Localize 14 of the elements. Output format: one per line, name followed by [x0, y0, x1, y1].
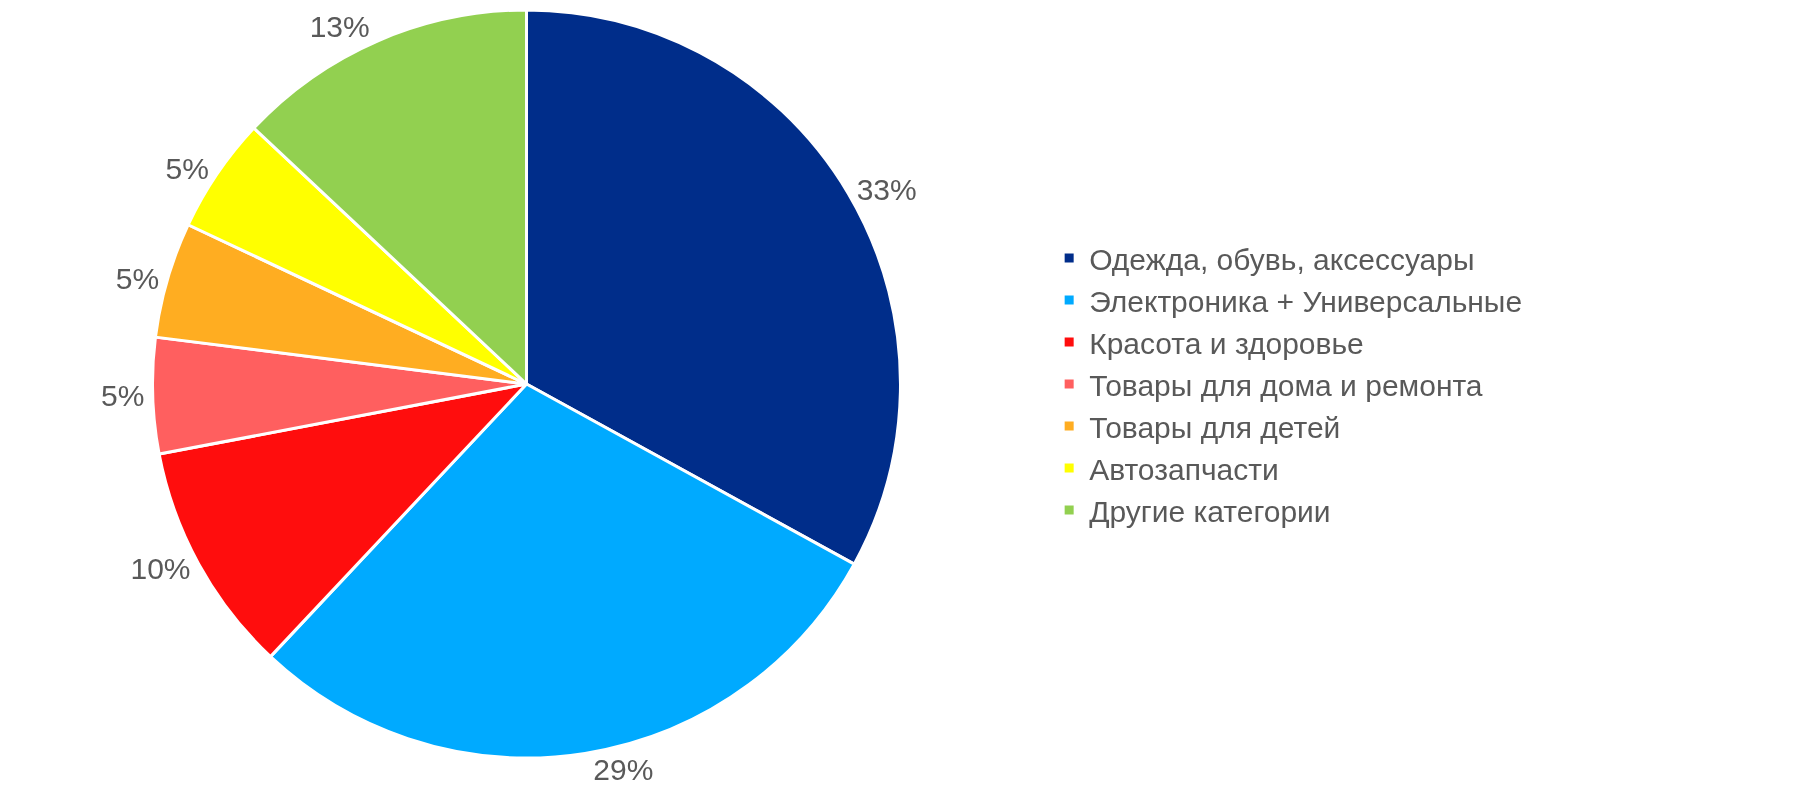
data-label: 10%	[130, 551, 191, 585]
data-label: 5%	[165, 152, 209, 186]
legend-label: Красота и здоровье	[1089, 326, 1364, 360]
data-label: 13%	[309, 10, 370, 44]
legend-label: Автозапчасти	[1089, 452, 1279, 486]
data-label: 5%	[101, 379, 145, 413]
data-label: 29%	[593, 752, 654, 786]
data-label: 5%	[115, 261, 160, 295]
legend-label: Другие категории	[1089, 494, 1331, 528]
legend-label: Товары для детей	[1089, 410, 1341, 444]
legend-label: Электроника + Универсальные	[1089, 284, 1523, 318]
legend-label: Одежда, обувь, аксессуары	[1089, 242, 1475, 276]
data-label: 33%	[856, 172, 917, 206]
legend-label: Товары для дома и ремонта	[1089, 368, 1483, 402]
